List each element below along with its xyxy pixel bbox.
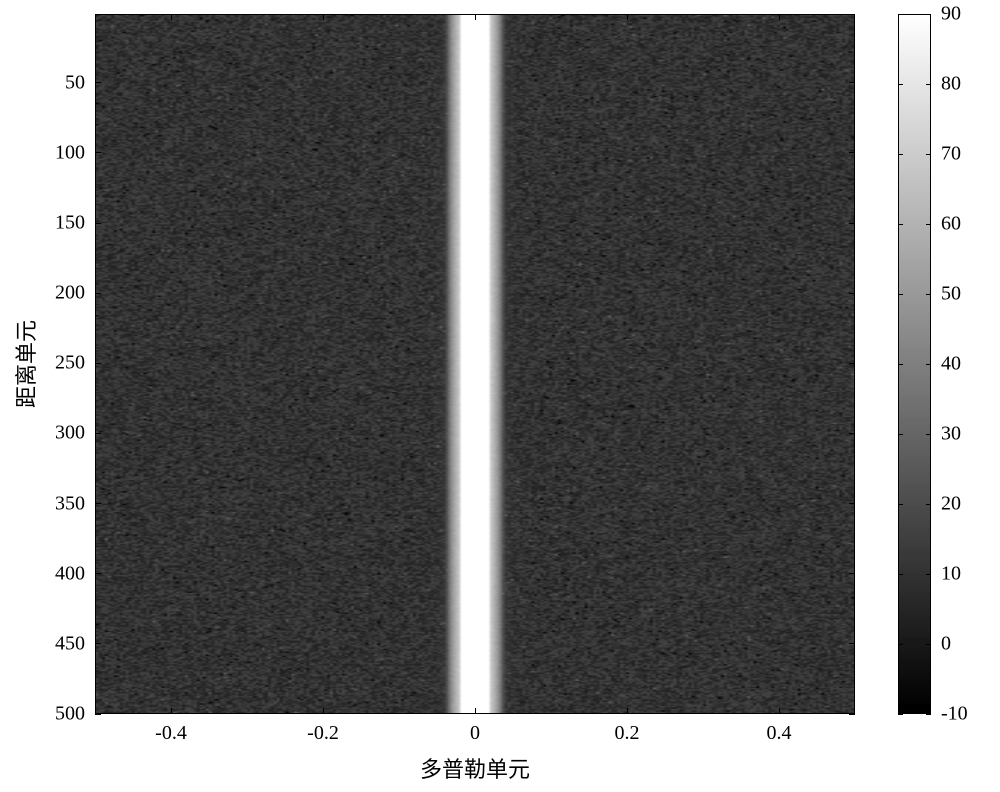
colorbar-tick-mark	[898, 574, 903, 575]
colorbar-tick-label: 80	[941, 73, 961, 96]
colorbar-tick-mark	[926, 434, 931, 435]
colorbar-tick-mark	[926, 224, 931, 225]
x-tick-label: -0.4	[155, 722, 187, 745]
colorbar-tick-label: -10	[941, 703, 968, 726]
colorbar-tick-mark	[898, 714, 903, 715]
colorbar-tick-mark	[926, 14, 931, 15]
x-tick-mark	[779, 14, 780, 20]
y-tick-label: 200	[0, 282, 85, 305]
y-tick-mark	[95, 293, 101, 294]
colorbar-tick-label: 60	[941, 213, 961, 236]
colorbar-tick-mark	[926, 294, 931, 295]
y-tick-label: 100	[0, 141, 85, 164]
colorbar-tick-mark	[898, 364, 903, 365]
y-tick-label: 300	[0, 422, 85, 445]
colorbar-tick-mark	[926, 644, 931, 645]
colorbar-tick-mark	[898, 434, 903, 435]
colorbar-tick-mark	[926, 84, 931, 85]
colorbar-tick-mark	[926, 574, 931, 575]
y-tick-mark	[95, 433, 101, 434]
y-tick-label: 400	[0, 562, 85, 585]
x-tick-mark	[323, 708, 324, 714]
colorbar-tick-mark	[926, 364, 931, 365]
x-tick-mark	[171, 14, 172, 20]
heatmap-plot-area	[95, 14, 855, 714]
y-tick-mark	[849, 82, 855, 83]
y-tick-mark	[849, 293, 855, 294]
x-tick-mark	[627, 708, 628, 714]
colorbar-tick-label: 90	[941, 3, 961, 26]
colorbar-tick-mark	[898, 224, 903, 225]
colorbar-tick-mark	[898, 294, 903, 295]
colorbar-tick-label: 20	[941, 493, 961, 516]
colorbar-tick-mark	[898, 504, 903, 505]
y-tick-label: 250	[0, 352, 85, 375]
colorbar-tick-label: 40	[941, 353, 961, 376]
x-tick-mark	[171, 708, 172, 714]
colorbar-tick-mark	[898, 84, 903, 85]
y-tick-mark	[849, 573, 855, 574]
heatmap-canvas	[96, 15, 854, 713]
y-tick-mark	[95, 643, 101, 644]
colorbar-tick-mark	[926, 714, 931, 715]
y-tick-mark	[95, 363, 101, 364]
y-tick-mark	[849, 714, 855, 715]
y-tick-label: 150	[0, 212, 85, 235]
y-tick-mark	[95, 714, 101, 715]
x-tick-label: -0.2	[307, 722, 339, 745]
x-tick-label: 0	[470, 722, 480, 745]
y-tick-mark	[95, 152, 101, 153]
y-tick-label: 50	[0, 71, 85, 94]
y-tick-mark	[95, 573, 101, 574]
colorbar-tick-label: 0	[941, 633, 951, 656]
colorbar-tick-mark	[898, 14, 903, 15]
x-tick-mark	[475, 14, 476, 20]
x-tick-label: 0.2	[615, 722, 640, 745]
x-tick-mark	[475, 708, 476, 714]
y-tick-label: 350	[0, 492, 85, 515]
colorbar-tick-mark	[926, 504, 931, 505]
figure: 距离单元 多普勒单元 50100150200250300350400450500…	[0, 0, 1000, 792]
y-tick-mark	[849, 363, 855, 364]
x-tick-label: 0.4	[767, 722, 792, 745]
colorbar-tick-label: 10	[941, 563, 961, 586]
y-tick-mark	[95, 82, 101, 83]
x-tick-mark	[627, 14, 628, 20]
x-tick-mark	[323, 14, 324, 20]
y-tick-mark	[849, 643, 855, 644]
colorbar-tick-label: 70	[941, 143, 961, 166]
y-tick-mark	[849, 223, 855, 224]
x-tick-mark	[779, 708, 780, 714]
y-tick-mark	[95, 223, 101, 224]
colorbar-tick-mark	[898, 644, 903, 645]
y-tick-mark	[849, 152, 855, 153]
colorbar-tick-label: 50	[941, 283, 961, 306]
y-tick-mark	[95, 503, 101, 504]
y-tick-label: 500	[0, 703, 85, 726]
y-tick-label: 450	[0, 632, 85, 655]
colorbar-tick-mark	[898, 154, 903, 155]
colorbar-tick-label: 30	[941, 423, 961, 446]
y-tick-mark	[849, 433, 855, 434]
y-tick-mark	[849, 503, 855, 504]
colorbar-tick-mark	[926, 154, 931, 155]
x-axis-label: 多普勒单元	[420, 752, 530, 784]
